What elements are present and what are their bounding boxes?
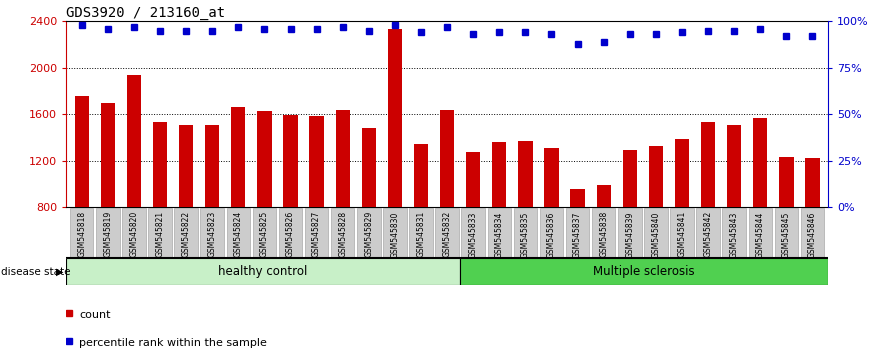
Text: GSM545822: GSM545822	[181, 211, 190, 257]
Text: GSM545833: GSM545833	[469, 211, 478, 258]
Bar	[361, 128, 376, 207]
FancyBboxPatch shape	[278, 208, 302, 257]
Bar	[414, 144, 428, 207]
Text: disease state: disease state	[1, 267, 70, 277]
Bar	[727, 125, 742, 207]
Text: GSM545826: GSM545826	[286, 211, 295, 257]
FancyBboxPatch shape	[410, 208, 433, 257]
Bar	[544, 148, 559, 207]
Bar	[75, 96, 89, 207]
Bar	[388, 29, 402, 207]
Text: GSM545829: GSM545829	[365, 211, 374, 257]
Bar	[596, 185, 611, 207]
FancyBboxPatch shape	[305, 208, 329, 257]
FancyBboxPatch shape	[201, 208, 224, 257]
FancyBboxPatch shape	[722, 208, 746, 257]
FancyBboxPatch shape	[774, 208, 798, 257]
Text: GSM545836: GSM545836	[547, 211, 556, 258]
FancyBboxPatch shape	[801, 208, 825, 257]
Text: GSM545845: GSM545845	[781, 211, 791, 258]
FancyBboxPatch shape	[644, 208, 668, 257]
Bar	[336, 109, 350, 207]
FancyBboxPatch shape	[670, 208, 693, 257]
FancyBboxPatch shape	[566, 208, 589, 257]
Text: GSM545837: GSM545837	[574, 211, 582, 258]
Bar	[648, 145, 663, 207]
Bar	[127, 75, 141, 207]
Text: GSM545844: GSM545844	[756, 211, 765, 258]
FancyBboxPatch shape	[122, 208, 145, 257]
Bar	[623, 150, 637, 207]
Text: GSM545842: GSM545842	[704, 211, 713, 257]
Bar	[440, 109, 455, 207]
FancyBboxPatch shape	[383, 208, 407, 257]
Text: GSM545841: GSM545841	[677, 211, 686, 257]
Text: GSM545832: GSM545832	[442, 211, 452, 257]
Text: GSM545818: GSM545818	[78, 211, 86, 257]
Text: GSM545825: GSM545825	[260, 211, 269, 257]
Bar	[231, 107, 246, 207]
Bar	[753, 118, 767, 207]
FancyBboxPatch shape	[487, 208, 511, 257]
FancyBboxPatch shape	[331, 208, 354, 257]
Bar	[779, 157, 794, 207]
Bar	[179, 125, 193, 207]
Bar	[205, 125, 219, 207]
Bar	[309, 116, 324, 207]
FancyBboxPatch shape	[226, 208, 250, 257]
Text: GSM545823: GSM545823	[208, 211, 217, 257]
Text: GSM545839: GSM545839	[626, 211, 634, 258]
Text: GSM545831: GSM545831	[417, 211, 426, 257]
FancyBboxPatch shape	[435, 208, 459, 257]
Text: GSM545820: GSM545820	[130, 211, 138, 257]
Text: ▶: ▶	[56, 267, 63, 277]
Bar	[466, 153, 480, 207]
Text: GSM545819: GSM545819	[103, 211, 113, 257]
Bar	[675, 138, 689, 207]
Text: GSM545838: GSM545838	[599, 211, 608, 257]
Bar	[570, 188, 585, 207]
Text: GSM545834: GSM545834	[495, 211, 504, 258]
Text: GSM545843: GSM545843	[729, 211, 738, 258]
FancyBboxPatch shape	[174, 208, 198, 257]
Text: healthy control: healthy control	[218, 265, 307, 278]
Bar	[284, 115, 298, 207]
FancyBboxPatch shape	[514, 208, 537, 257]
FancyBboxPatch shape	[70, 208, 93, 257]
Text: GDS3920 / 213160_at: GDS3920 / 213160_at	[66, 6, 226, 20]
Text: GSM545840: GSM545840	[651, 211, 661, 258]
Bar	[805, 158, 819, 207]
Text: percentile rank within the sample: percentile rank within the sample	[79, 338, 267, 348]
FancyBboxPatch shape	[96, 208, 120, 257]
Bar	[518, 141, 533, 207]
Text: GSM545830: GSM545830	[390, 211, 399, 258]
Text: GSM545835: GSM545835	[521, 211, 529, 258]
FancyBboxPatch shape	[592, 208, 616, 257]
FancyBboxPatch shape	[540, 208, 563, 257]
FancyBboxPatch shape	[253, 208, 276, 257]
Text: GSM545824: GSM545824	[233, 211, 243, 257]
Text: GSM545846: GSM545846	[808, 211, 817, 258]
Bar	[492, 142, 507, 207]
Bar	[152, 122, 167, 207]
Bar	[701, 122, 715, 207]
Bar	[66, 258, 460, 285]
Bar	[100, 103, 115, 207]
Text: GSM545828: GSM545828	[338, 211, 347, 257]
Text: GSM545827: GSM545827	[312, 211, 321, 257]
Bar	[257, 111, 271, 207]
Text: GSM545821: GSM545821	[156, 211, 165, 257]
FancyBboxPatch shape	[749, 208, 772, 257]
Text: Multiple sclerosis: Multiple sclerosis	[594, 265, 695, 278]
FancyBboxPatch shape	[696, 208, 720, 257]
FancyBboxPatch shape	[618, 208, 641, 257]
FancyBboxPatch shape	[462, 208, 485, 257]
FancyBboxPatch shape	[357, 208, 381, 257]
Bar	[460, 258, 828, 285]
FancyBboxPatch shape	[148, 208, 172, 257]
Text: count: count	[79, 310, 111, 320]
